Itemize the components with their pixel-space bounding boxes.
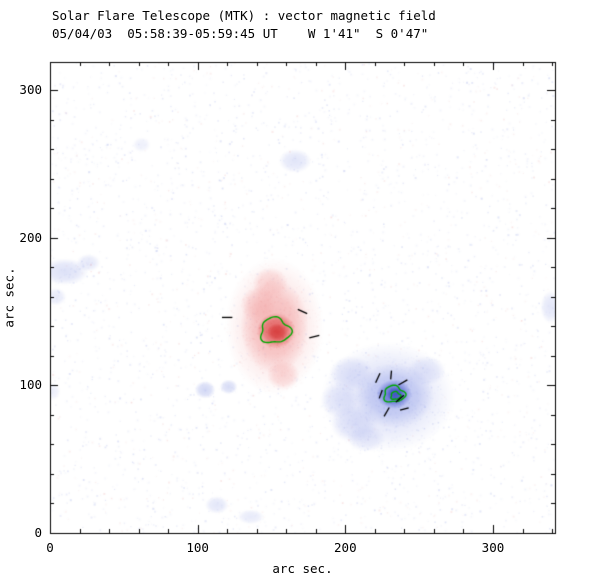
x-tick-label: 0 bbox=[46, 540, 54, 555]
y-tick-label: 0 bbox=[34, 524, 42, 540]
y-tick-label: 100 bbox=[19, 377, 42, 393]
x-tick-label: 100 bbox=[186, 540, 209, 555]
y-axis-label: arc sec. bbox=[1, 267, 17, 328]
plot-subtitle: 05/04/03 05:58:39-05:59:45 UT W 1'41" S … bbox=[52, 26, 429, 41]
x-tick-label: 300 bbox=[481, 540, 505, 555]
y-tick-label: 300 bbox=[19, 81, 42, 97]
x-tick-label: 200 bbox=[334, 540, 357, 555]
plot-title: Solar Flare Telescope (MTK) : vector mag… bbox=[52, 8, 436, 23]
x-axis-label: arc sec. bbox=[272, 561, 333, 576]
y-tick-label: 200 bbox=[19, 229, 42, 245]
